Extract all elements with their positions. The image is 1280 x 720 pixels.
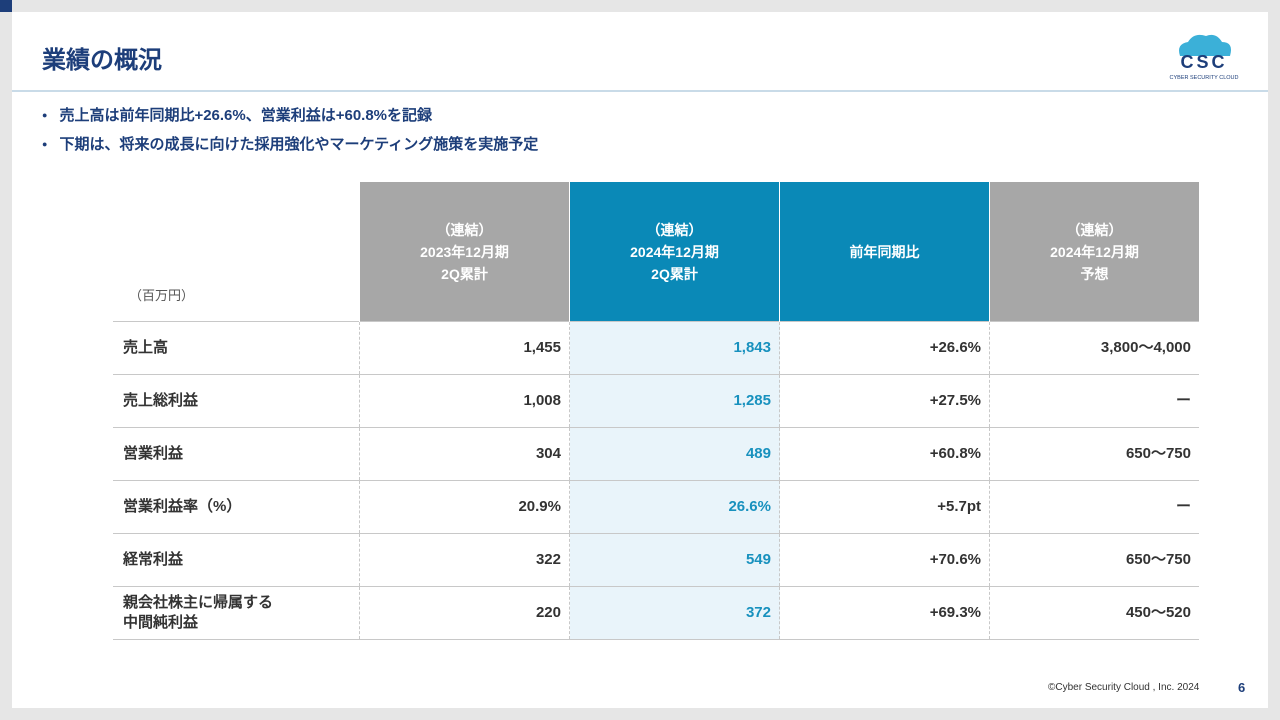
cell: 304	[359, 427, 570, 481]
cell: 322	[359, 533, 570, 587]
cell: 26.6%	[569, 480, 780, 534]
header-line: 前年同期比	[849, 243, 920, 260]
page-number: 6	[1238, 680, 1246, 695]
logo-cloud	[1179, 34, 1231, 56]
cell: 1,843	[569, 321, 780, 375]
header-line: 2Q累計	[441, 265, 488, 282]
copyright: ©Cyber Security Cloud , Inc. 2024	[1048, 682, 1200, 693]
header-line: 2024年12月期	[1050, 243, 1139, 260]
cell: +69.3%	[779, 586, 990, 640]
label-line: 中間純利益	[123, 614, 199, 631]
slide: 業績の概況 CSC CYBER SECURITY CLOUD 売上高は前年同期比…	[12, 12, 1268, 708]
header-line: 2Q累計	[651, 265, 698, 282]
title: 業績の概況	[42, 47, 162, 74]
cell: +27.5%	[779, 374, 990, 428]
label-line: 売上総利益	[123, 392, 199, 409]
cell: 650～750	[989, 427, 1199, 481]
cell: 549	[569, 533, 780, 587]
column-header: （連結） 2024年12月期 2Q累計	[569, 182, 780, 322]
table-row: 売上高 1,455 1,843 +26.6% 3,800～4,000	[113, 321, 1199, 375]
logo: CSC CYBER SECURITY CLOUD	[1170, 34, 1239, 81]
table-row: 経常利益 322 549 +70.6% 650～750	[113, 533, 1199, 587]
label-line: 親会社株主に帰属する	[123, 594, 274, 611]
cell: +70.6%	[779, 533, 990, 587]
row-label: 売上高	[113, 321, 360, 375]
table-row: 営業利益率（%） 20.9% 26.6% +5.7pt ー	[113, 480, 1199, 534]
cell: 450～520	[989, 586, 1199, 640]
cell: ー	[989, 480, 1199, 534]
row-label: 営業利益	[113, 427, 360, 481]
header-line: 予想	[1080, 265, 1109, 282]
row-label: 親会社株主に帰属する 中間純利益	[113, 586, 360, 640]
divider	[12, 90, 1268, 92]
cell: 1,285	[569, 374, 780, 428]
bullet: 下期は、将来の成長に向けた採用強化やマーケティング施策を実施予定	[42, 133, 538, 162]
cell: 372	[569, 586, 780, 640]
label-line: 売上高	[123, 339, 169, 356]
logo-mark: CSC	[1180, 52, 1227, 72]
cell: +5.7pt	[779, 480, 990, 534]
table-body: 売上高 1,455 1,843 +26.6% 3,800～4,000 売上総利益 1,008…	[113, 321, 1199, 640]
label-line: 営業利益率（%）	[123, 498, 242, 515]
column-header: （連結） 2024年12月期 予想	[989, 182, 1199, 322]
table-row: 親会社株主に帰属する 中間純利益 220 372 +69.3% 450～520	[113, 586, 1199, 640]
corner-mark	[0, 0, 12, 12]
header-line: 2023年12月期	[420, 243, 509, 260]
table-row: 売上総利益 1,008 1,285 +27.5% ー	[113, 374, 1199, 428]
row-label: 売上総利益	[113, 374, 360, 428]
column-header: （連結） 2023年12月期 2Q累計	[359, 182, 570, 322]
cell: ー	[989, 374, 1199, 428]
bullet: 売上高は前年同期比+26.6%、営業利益は+60.8%を記録	[42, 104, 538, 133]
cell: 1,455	[359, 321, 570, 375]
results-table: （百万円） （連結） 2023年12月期 2Q累計 （連結） 2024年12月期 2Q累計…	[113, 182, 1199, 640]
cell: 489	[569, 427, 780, 481]
label-line: 営業利益	[123, 445, 184, 462]
header-line: 2024年12月期	[630, 243, 719, 260]
cell: 3,800～4,000	[989, 321, 1199, 375]
unit-label: （百万円）	[113, 182, 360, 322]
table-row: 営業利益 304 489 +60.8% 650～750	[113, 427, 1199, 481]
header-row: （百万円） （連結） 2023年12月期 2Q累計 （連結） 2024年12月期 2Q累計…	[113, 182, 1199, 322]
label-line: 経常利益	[123, 551, 184, 568]
cell: 220	[359, 586, 570, 640]
row-label: 経常利益	[113, 533, 360, 587]
row-label: 営業利益率（%）	[113, 480, 360, 534]
cell: 1,008	[359, 374, 570, 428]
cell: +60.8%	[779, 427, 990, 481]
header-line: （連結）	[646, 221, 703, 238]
header-line: （連結）	[1066, 221, 1123, 238]
cell: +26.6%	[779, 321, 990, 375]
cell: 20.9%	[359, 480, 570, 534]
column-header: 前年同期比	[779, 182, 990, 322]
bullet-list: 売上高は前年同期比+26.6%、営業利益は+60.8%を記録 下期は、将来の成長…	[42, 104, 538, 162]
logo-name: CYBER SECURITY CLOUD	[1170, 75, 1239, 81]
header-line: （連結）	[436, 221, 493, 238]
cell: 650～750	[989, 533, 1199, 587]
